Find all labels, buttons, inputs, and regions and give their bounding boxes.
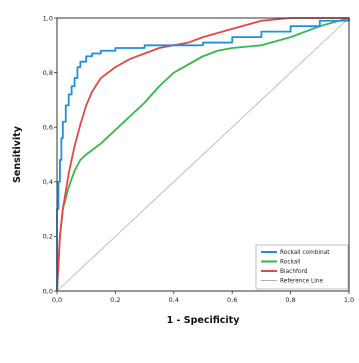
- series-line-rockall-combinat: [56, 18, 350, 291]
- series-line-rockall: [56, 17, 350, 292]
- legend-label-reference-line: Reference Line: [280, 279, 324, 285]
- x-tick-label: 0,4: [169, 296, 179, 304]
- plot-frame: [56, 17, 350, 292]
- y-tick-label: 0,8: [43, 69, 53, 77]
- x-tick-label: 0,0: [52, 296, 62, 304]
- x-tick-label: 0,6: [227, 296, 237, 304]
- y-tick-label: 0,6: [43, 124, 53, 132]
- y-tick-label: 0,4: [43, 178, 53, 186]
- y-tick-label: 0,0: [43, 287, 53, 295]
- y-tick-label: 1,0: [43, 14, 53, 22]
- x-tick-label: 1,0: [344, 296, 354, 304]
- x-tick-label: 0,2: [110, 296, 120, 304]
- x-axis-label: 1 - Specificity: [167, 315, 241, 326]
- legend-label-rockall: Rockall: [280, 260, 301, 266]
- legend: Rockall combinat Rockall Blachford Referenc…: [255, 244, 349, 290]
- legend-label-blachford: Blachford: [280, 269, 308, 275]
- series-lines: [56, 17, 350, 292]
- x-tick-label: 0,8: [285, 296, 295, 304]
- y-tick-label: 0,2: [43, 233, 53, 241]
- y-axis-label: Sensitivity: [12, 125, 23, 183]
- series-line-blachford: [56, 17, 349, 292]
- legend-label-rockall-combinat: Rockall combinat: [280, 250, 330, 256]
- series-line-reference-line: [56, 17, 350, 292]
- axis-ticks: 0,0 0,2 0,4 0,6 0,8 1,0 0,0 0,2 0,4 0,6 0,8 1,0: [43, 14, 355, 304]
